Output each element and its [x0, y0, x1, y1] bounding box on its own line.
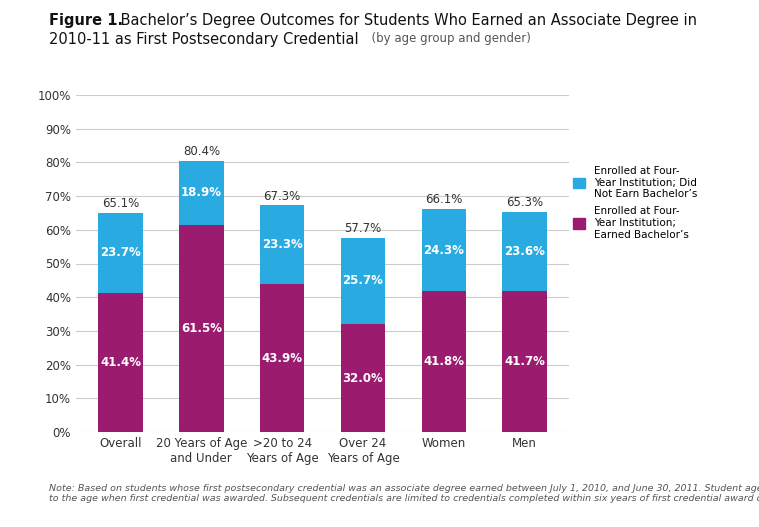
Text: 25.7%: 25.7%: [342, 275, 383, 287]
Text: 43.9%: 43.9%: [262, 352, 303, 365]
Text: 57.7%: 57.7%: [345, 222, 382, 235]
Text: (by age group and gender): (by age group and gender): [364, 32, 531, 45]
Text: 80.4%: 80.4%: [183, 145, 220, 158]
Text: 65.3%: 65.3%: [506, 196, 543, 209]
Bar: [502, 291, 546, 432]
Text: Note: Based on students whose first postsecondary credential was an associate de: Note: Based on students whose first post…: [49, 484, 759, 503]
Text: 65.1%: 65.1%: [102, 197, 139, 210]
Text: 23.7%: 23.7%: [100, 246, 141, 259]
Bar: [260, 284, 304, 432]
Legend: Enrolled at Four-
Year Institution; Did
Not Earn Bachelor’s, Enrolled at Four-
Y: Enrolled at Four- Year Institution; Did …: [568, 161, 702, 245]
Text: 61.5%: 61.5%: [181, 322, 222, 335]
Bar: [260, 206, 304, 284]
Text: 23.6%: 23.6%: [504, 245, 545, 258]
Bar: [421, 209, 466, 291]
Text: 67.3%: 67.3%: [263, 190, 301, 203]
Bar: [421, 291, 466, 432]
Text: 41.7%: 41.7%: [504, 355, 545, 368]
Bar: [341, 324, 386, 432]
Text: 66.1%: 66.1%: [425, 193, 462, 207]
Text: 32.0%: 32.0%: [342, 372, 383, 385]
Text: 18.9%: 18.9%: [181, 187, 222, 199]
Bar: [99, 292, 143, 432]
Text: 41.4%: 41.4%: [100, 356, 141, 369]
Text: 2010-11 as First Postsecondary Credential: 2010-11 as First Postsecondary Credentia…: [49, 32, 359, 46]
Text: 24.3%: 24.3%: [424, 243, 465, 257]
Text: Figure 1.: Figure 1.: [49, 13, 124, 28]
Text: Bachelor’s Degree Outcomes for Students Who Earned an Associate Degree in: Bachelor’s Degree Outcomes for Students …: [116, 13, 697, 28]
Text: 41.8%: 41.8%: [424, 355, 465, 368]
Bar: [179, 161, 224, 225]
Bar: [179, 225, 224, 432]
Bar: [341, 238, 386, 324]
Bar: [502, 212, 546, 291]
Text: 23.3%: 23.3%: [262, 238, 303, 251]
Bar: [99, 212, 143, 292]
